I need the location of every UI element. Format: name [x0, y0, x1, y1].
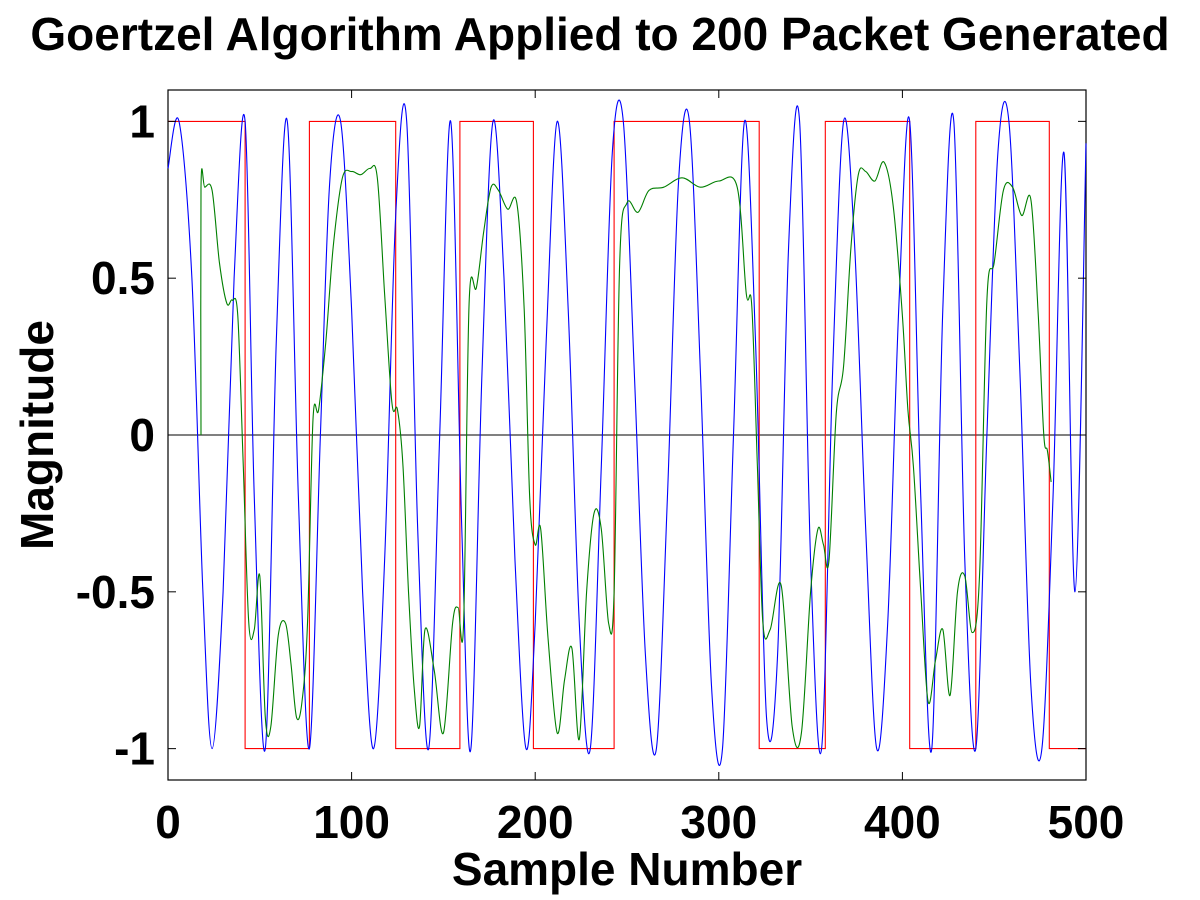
y-tick-label: 1: [129, 95, 155, 147]
series-layer: [167, 99, 1087, 766]
x-tick-label: 100: [313, 796, 390, 848]
y-tick-label: -0.5: [76, 566, 155, 618]
x-axis-label: Sample Number: [452, 843, 802, 895]
y-tick-label: 0: [129, 409, 155, 461]
x-axis: 0 100 200 300 400 500: [155, 90, 1124, 848]
y-tick-label: 0.5: [91, 252, 155, 304]
x-tick-label: 0: [155, 796, 181, 848]
x-tick-label: 400: [864, 796, 941, 848]
x-tick-label: 500: [1048, 796, 1125, 848]
chart-title: Goertzel Algorithm Applied to 200 Packet…: [30, 8, 1169, 60]
y-axis-label: Magnitude: [11, 320, 63, 550]
x-tick-label: 300: [680, 796, 757, 848]
y-tick-label: -1: [114, 723, 155, 775]
sinusoid-series: [167, 99, 1087, 766]
x-tick-label: 200: [497, 796, 574, 848]
filtered-output-series: [200, 161, 1052, 749]
y-axis: -1 -0.5 0 0.5 1: [76, 95, 1086, 775]
square-wave-series: [168, 120, 1086, 750]
